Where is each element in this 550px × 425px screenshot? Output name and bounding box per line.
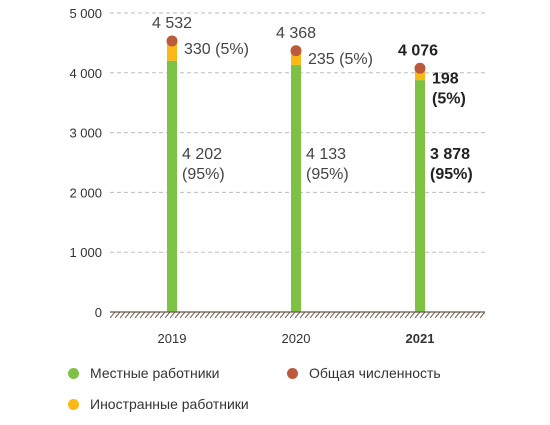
legend-foreign-label: Иностранные работники [90, 396, 249, 412]
y-tick-label: 3 000 [69, 126, 102, 141]
bar-local-workers [291, 64, 301, 312]
total-value-label: 4 368 [276, 25, 316, 42]
y-tick-label: 4 000 [69, 66, 102, 81]
legend-foreign-marker [68, 398, 79, 410]
bar-local-workers [167, 60, 177, 313]
total-value-label: 4 076 [398, 42, 438, 59]
foreign-value-label: 235 (5%) [308, 51, 373, 68]
bars [166, 35, 426, 313]
local-value-label: 4 202 [182, 146, 222, 163]
y-axis: 0 1 000 2 000 3 000 4 000 5 000 [69, 6, 102, 320]
y-tick-label: 1 000 [69, 245, 102, 260]
local-percent-label: (95%) [182, 166, 225, 183]
legend-item-local: Местные работники [68, 365, 219, 381]
x-tick-label: 2021 [406, 331, 435, 346]
x-tick-label: 2019 [158, 331, 187, 346]
legend-local-marker [68, 367, 79, 379]
y-tick-label: 5 000 [69, 6, 102, 21]
legend-total-marker [287, 367, 298, 379]
legend-item-total: Общая численность [287, 365, 441, 381]
local-percent-label: (95%) [430, 166, 473, 183]
y-tick-label: 0 [95, 305, 102, 320]
total-marker [290, 45, 302, 57]
bar-foreign-workers [415, 68, 425, 81]
local-value-label: 3 878 [430, 146, 470, 163]
bar-foreign-workers [291, 50, 301, 65]
legend-item-foreign: Иностранные работники [68, 396, 249, 412]
legend-total-label: Общая численность [309, 365, 441, 381]
x-axis: 2019 2020 2021 [158, 331, 435, 346]
foreign-value-label: 330 (5%) [184, 41, 249, 58]
x-tick-label: 2020 [282, 331, 311, 346]
y-tick-label: 2 000 [69, 185, 102, 200]
local-value-label: 4 133 [306, 146, 346, 163]
x-axis-baseline [110, 311, 485, 318]
bar-foreign-workers [167, 40, 177, 61]
ground-hatch [110, 312, 485, 318]
foreign-percent-label: (5%) [432, 90, 466, 107]
local-percent-label: (95%) [306, 166, 349, 183]
total-marker [414, 62, 426, 74]
legend-local-label: Местные работники [90, 365, 220, 381]
data-labels: 4 532 330 (5%) 4 202 (95%) 4 368 235 (5%) 4 13… [152, 15, 473, 183]
bar-local-workers [415, 80, 425, 312]
total-marker [166, 35, 178, 47]
total-value-label: 4 532 [152, 15, 192, 32]
foreign-value-label: 198 [432, 70, 459, 87]
